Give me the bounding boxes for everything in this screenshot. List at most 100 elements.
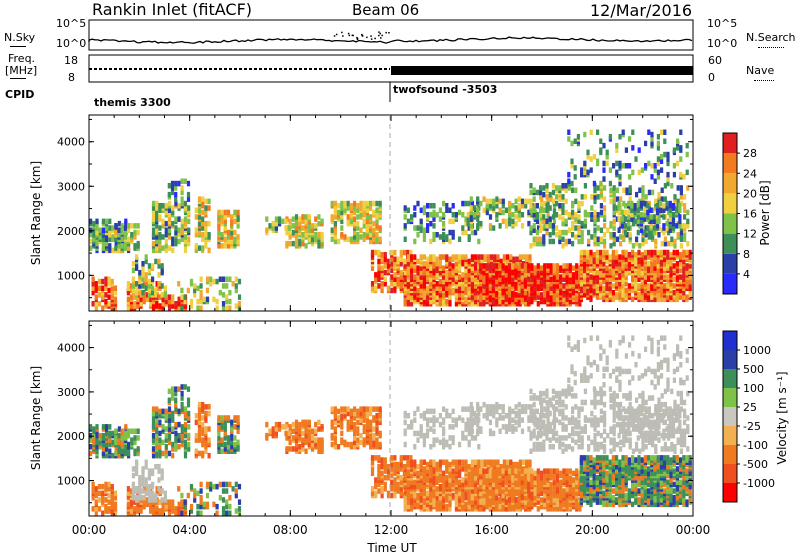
velocity-cell bbox=[451, 435, 455, 441]
power-cell bbox=[422, 205, 426, 211]
velocity-cell bbox=[154, 492, 158, 499]
power-cell bbox=[595, 285, 599, 291]
velocity-cell bbox=[399, 486, 403, 492]
velocity-cell bbox=[365, 413, 369, 419]
power-cell bbox=[498, 263, 502, 269]
power-cell bbox=[683, 236, 687, 242]
power-cell bbox=[551, 229, 555, 236]
power-cell bbox=[151, 232, 156, 238]
velocity-cell bbox=[426, 408, 430, 415]
power-cell bbox=[662, 223, 666, 229]
power-cell bbox=[675, 207, 679, 213]
velocity-cell bbox=[369, 437, 373, 443]
power-cell bbox=[639, 218, 644, 225]
power-cell bbox=[492, 225, 496, 231]
power-cell bbox=[422, 298, 426, 305]
power-cell bbox=[683, 214, 687, 220]
power-cell bbox=[435, 289, 439, 296]
power-cell bbox=[448, 294, 452, 300]
power-cell bbox=[426, 269, 430, 276]
power-cell bbox=[668, 200, 672, 207]
velocity-cell bbox=[228, 481, 232, 488]
power-cell bbox=[551, 189, 555, 196]
velocity-cell bbox=[380, 492, 384, 499]
velocity-cell bbox=[343, 413, 347, 419]
power-cell bbox=[609, 232, 613, 238]
power-cell bbox=[686, 218, 690, 225]
velocity-cell bbox=[474, 435, 478, 441]
velocity-cell bbox=[97, 506, 102, 512]
velocity-cell bbox=[464, 435, 468, 441]
velocity-cell bbox=[291, 428, 295, 434]
power-cell bbox=[567, 171, 571, 178]
velocity-cell bbox=[101, 441, 105, 448]
power-cell bbox=[454, 292, 458, 298]
power-cell bbox=[518, 254, 522, 260]
velocity-cell bbox=[461, 417, 465, 423]
velocity-cell bbox=[278, 421, 282, 428]
power-cell bbox=[383, 252, 387, 258]
velocity-cell bbox=[127, 441, 131, 448]
power-cell bbox=[514, 292, 518, 298]
velocity-cell bbox=[174, 430, 178, 437]
freq-unit-label: [MHz] bbox=[5, 64, 38, 77]
power-cell bbox=[458, 285, 462, 291]
velocity-cell bbox=[186, 386, 191, 392]
power-cell bbox=[495, 269, 499, 276]
velocity-cell bbox=[177, 408, 181, 415]
power-cell bbox=[564, 183, 568, 189]
power-cell bbox=[624, 147, 628, 153]
velocity-cell bbox=[101, 490, 105, 497]
power-cell bbox=[135, 289, 139, 296]
power-cell bbox=[495, 298, 499, 305]
power-cell bbox=[349, 236, 353, 242]
power-cell bbox=[138, 269, 142, 276]
velocity-cell bbox=[438, 413, 442, 419]
power-cell bbox=[113, 296, 118, 303]
plot-title: Rankin Inlet (fitACF) bbox=[92, 0, 253, 19]
power-cell bbox=[180, 196, 184, 202]
velocity-cell bbox=[346, 424, 350, 430]
velocity-cell bbox=[304, 448, 308, 454]
power-cell bbox=[370, 265, 375, 271]
power-cell bbox=[410, 254, 414, 260]
velocity-cell bbox=[274, 426, 278, 432]
power-cell bbox=[527, 263, 531, 269]
power-cell bbox=[599, 203, 603, 209]
power-cell bbox=[228, 298, 232, 305]
power-cell bbox=[688, 249, 692, 256]
velocity-cell bbox=[410, 472, 414, 479]
power-cell bbox=[164, 203, 168, 209]
power-cell bbox=[592, 287, 596, 294]
power-cell bbox=[167, 191, 171, 198]
velocity-cell bbox=[432, 441, 436, 448]
power-cell bbox=[609, 187, 613, 193]
power-cell bbox=[520, 212, 525, 218]
power-cell bbox=[593, 236, 597, 242]
velocity-cell bbox=[204, 435, 208, 441]
power-cell bbox=[201, 236, 205, 242]
power-cell bbox=[545, 187, 549, 193]
velocity-cell bbox=[422, 441, 426, 448]
velocity-cell bbox=[461, 430, 465, 437]
power-cell bbox=[637, 249, 641, 256]
velocity-cell bbox=[333, 406, 337, 412]
power-cell bbox=[611, 249, 615, 256]
power-cell bbox=[114, 245, 118, 251]
velocity-cell bbox=[127, 450, 131, 457]
power-cell bbox=[226, 209, 231, 216]
power-cell bbox=[546, 214, 550, 220]
power-cell bbox=[451, 263, 455, 269]
power-cell bbox=[97, 301, 102, 307]
velocity-cell bbox=[209, 481, 213, 488]
velocity-cell bbox=[183, 499, 187, 505]
power-cell bbox=[114, 223, 118, 229]
power-cell bbox=[596, 194, 600, 200]
velocity-cell bbox=[356, 430, 360, 437]
power-cell bbox=[673, 238, 677, 245]
power-cell bbox=[362, 205, 366, 211]
power-cell bbox=[561, 220, 565, 227]
power-cell bbox=[549, 281, 553, 287]
power-cell bbox=[562, 272, 566, 278]
power-cell bbox=[461, 254, 465, 260]
